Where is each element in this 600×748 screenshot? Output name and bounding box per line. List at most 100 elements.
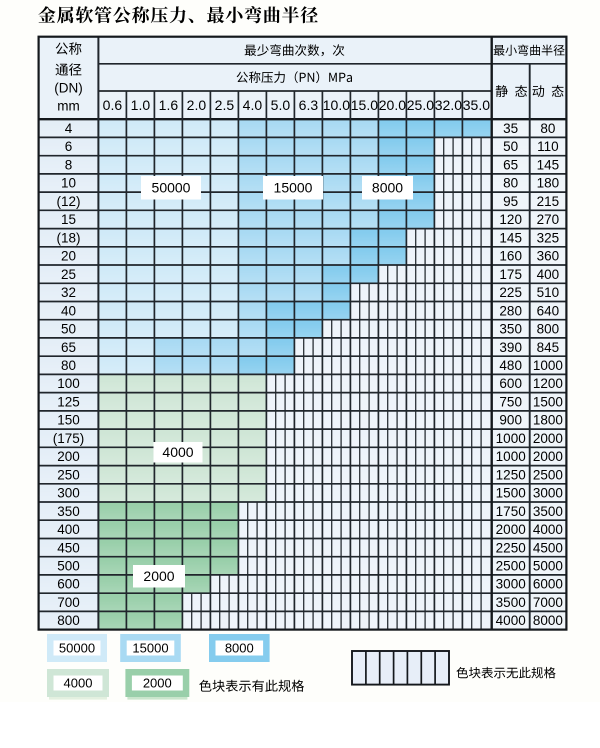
svg-text:50: 50	[503, 139, 518, 154]
svg-text:800: 800	[57, 613, 80, 628]
svg-text:175: 175	[499, 267, 522, 282]
svg-text:4000: 4000	[533, 522, 563, 537]
svg-text:6000: 6000	[533, 577, 563, 592]
svg-text:(12): (12)	[56, 194, 80, 209]
svg-text:(DN): (DN)	[54, 81, 83, 96]
svg-text:2500: 2500	[533, 467, 563, 482]
svg-text:500: 500	[57, 559, 80, 574]
svg-text:0.6: 0.6	[103, 97, 123, 113]
svg-text:4: 4	[65, 121, 73, 136]
svg-text:1000: 1000	[496, 449, 526, 464]
svg-text:4.0: 4.0	[243, 97, 263, 113]
svg-text:400: 400	[537, 267, 560, 282]
svg-text:110: 110	[537, 139, 559, 154]
svg-text:900: 900	[499, 413, 522, 428]
svg-text:8: 8	[65, 158, 73, 173]
svg-text:3500: 3500	[533, 504, 563, 519]
svg-text:5000: 5000	[533, 559, 563, 574]
svg-text:325: 325	[537, 230, 560, 245]
svg-text:5.0: 5.0	[271, 97, 291, 113]
svg-text:25: 25	[61, 267, 76, 282]
svg-text:15.0: 15.0	[351, 97, 378, 113]
svg-text:95: 95	[503, 194, 518, 209]
svg-text:640: 640	[537, 303, 560, 318]
svg-text:15: 15	[61, 212, 76, 227]
svg-text:360: 360	[537, 249, 560, 264]
svg-text:450: 450	[57, 540, 80, 555]
svg-text:1800: 1800	[533, 413, 563, 428]
svg-text:mm: mm	[57, 99, 80, 114]
svg-text:1.0: 1.0	[131, 97, 151, 113]
svg-text:480: 480	[499, 358, 522, 373]
svg-text:150: 150	[57, 413, 80, 428]
svg-text:160: 160	[499, 249, 522, 264]
svg-text:4000: 4000	[496, 613, 526, 628]
svg-text:1500: 1500	[533, 394, 563, 409]
svg-text:80: 80	[503, 176, 518, 191]
svg-text:4000: 4000	[162, 444, 193, 460]
svg-text:1500: 1500	[496, 486, 526, 501]
svg-text:50000: 50000	[152, 180, 191, 196]
svg-text:10.0: 10.0	[323, 97, 350, 113]
svg-text:8000: 8000	[225, 641, 254, 656]
svg-text:35: 35	[503, 121, 518, 136]
svg-text:600: 600	[57, 577, 80, 592]
svg-text:35.0: 35.0	[463, 97, 490, 113]
svg-text:100: 100	[57, 376, 80, 391]
svg-text:40: 40	[61, 303, 76, 318]
svg-text:2250: 2250	[496, 540, 526, 555]
svg-text:32: 32	[61, 285, 76, 300]
svg-text:2000: 2000	[533, 431, 563, 446]
svg-text:1750: 1750	[496, 504, 526, 519]
svg-text:845: 845	[537, 340, 560, 355]
svg-text:510: 510	[537, 285, 560, 300]
svg-text:125: 125	[57, 394, 80, 409]
svg-text:2000: 2000	[533, 449, 563, 464]
svg-text:750: 750	[499, 394, 522, 409]
svg-text:15000: 15000	[274, 180, 313, 196]
svg-text:350: 350	[57, 504, 80, 519]
svg-text:8000: 8000	[372, 180, 403, 196]
svg-text:2000: 2000	[496, 522, 526, 537]
svg-text:(175): (175)	[53, 431, 85, 446]
svg-text:600: 600	[499, 376, 522, 391]
svg-text:(18): (18)	[56, 230, 80, 245]
svg-text:8000: 8000	[533, 613, 563, 628]
svg-text:400: 400	[57, 522, 80, 537]
svg-text:3000: 3000	[496, 577, 526, 592]
svg-text:200: 200	[57, 449, 80, 464]
svg-text:2000: 2000	[143, 568, 174, 584]
svg-text:145: 145	[537, 158, 560, 173]
svg-text:50000: 50000	[59, 641, 95, 656]
svg-text:50: 50	[61, 322, 76, 337]
svg-text:6.3: 6.3	[299, 97, 319, 113]
svg-text:800: 800	[537, 322, 560, 337]
svg-text:32.0: 32.0	[435, 97, 462, 113]
svg-text:215: 215	[537, 194, 560, 209]
svg-text:120: 120	[499, 212, 522, 227]
svg-text:700: 700	[57, 595, 80, 610]
svg-text:300: 300	[57, 486, 80, 501]
svg-text:2.0: 2.0	[187, 97, 207, 113]
svg-text:65: 65	[503, 158, 518, 173]
svg-text:280: 280	[499, 303, 522, 318]
svg-text:3500: 3500	[496, 595, 526, 610]
svg-text:350: 350	[499, 322, 522, 337]
svg-text:180: 180	[537, 176, 560, 191]
svg-text:1.6: 1.6	[159, 97, 179, 113]
svg-text:2500: 2500	[496, 559, 526, 574]
svg-text:25.0: 25.0	[407, 97, 434, 113]
svg-text:7000: 7000	[533, 595, 563, 610]
svg-text:4000: 4000	[64, 676, 93, 691]
svg-text:10: 10	[61, 176, 76, 191]
svg-text:20: 20	[61, 249, 76, 264]
svg-text:270: 270	[537, 212, 560, 227]
svg-text:1000: 1000	[533, 358, 563, 373]
svg-text:390: 390	[499, 340, 522, 355]
svg-text:80: 80	[61, 358, 76, 373]
svg-text:250: 250	[57, 467, 80, 482]
svg-text:145: 145	[499, 230, 522, 245]
svg-text:15000: 15000	[132, 641, 168, 656]
svg-text:3000: 3000	[533, 486, 563, 501]
svg-text:20.0: 20.0	[379, 97, 406, 113]
